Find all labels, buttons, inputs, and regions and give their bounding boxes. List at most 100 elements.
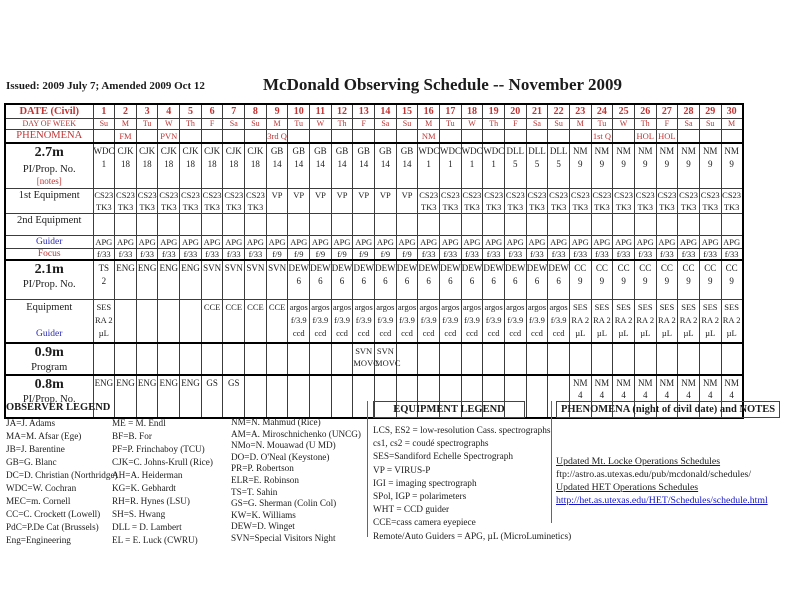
notes-link[interactable]: Updated Mt. Locke Operations Schedules: [556, 456, 721, 467]
row-label-text: 0.8m: [34, 377, 64, 392]
notes-link[interactable]: http://het.as.utexas.edu/HET/Schedules/s…: [556, 495, 768, 506]
cell-p09-day29: [698, 342, 722, 376]
cell-guider27-day14: APG: [374, 235, 397, 249]
cell-focus27-day4: f/33: [157, 248, 181, 261]
cell-focus27-day20: f/33: [503, 248, 527, 261]
cell-eq21-day22: argos f/3.9 ccd: [547, 299, 570, 344]
cell-date-day24: 24: [590, 103, 614, 119]
cell-pi21-day17: DEW 6: [439, 259, 462, 300]
cell-date-day3: 3: [135, 103, 159, 119]
row-label-text: DAY OF WEEK: [22, 119, 76, 128]
cell-pi21-day16: DEW 6: [417, 259, 440, 300]
cell-pi27-day7: CJK 18: [222, 142, 246, 189]
cell-pi21-day12: DEW 6: [330, 259, 354, 300]
cell-p09-day8: [244, 342, 267, 376]
cell-p09-day16: [417, 342, 440, 376]
cell-eq1-day1: CS23 TK3: [92, 188, 116, 214]
cell-pi21-day18: DEW 6: [460, 259, 484, 300]
cell-pi21-day29: CC 9: [698, 259, 722, 300]
cell-pi08-day26: NM 4: [633, 374, 657, 419]
cell-pi21-day3: ENG: [135, 259, 159, 300]
row-label-eq2: 2nd Equipment: [4, 213, 94, 236]
cell-focus27-day8: f/33: [244, 248, 267, 261]
cell-p09-day24: [590, 342, 614, 376]
cell-focus27-day29: f/33: [698, 248, 722, 261]
cell-dow-day21: Sa: [525, 118, 549, 130]
cell-date-day19: 19: [482, 103, 505, 119]
cell-dow-day26: Th: [633, 118, 657, 130]
observer-legend-entry: WDC=W. Cochran: [6, 483, 77, 493]
notes-link[interactable]: Updated HET Operations Schedules: [556, 482, 699, 493]
cell-guider27-day29: APG: [698, 235, 722, 249]
schedule-table-body: DATE (Civil) 1 2 3 4 5 6 7 8 9 10 11 12 13 14 15 16 17 18 1…: [4, 103, 744, 419]
cell-dow-day29: Su: [698, 118, 722, 130]
cell-focus27-day9: f/9: [265, 248, 289, 261]
row-label-date: DATE (Civil): [4, 103, 94, 119]
equipment-legend-entry: VP = VIRUS-P: [373, 465, 431, 476]
cell-eq2-day16: [417, 213, 440, 236]
row-label-eq21: Equipment Guider: [4, 299, 94, 344]
cell-guider27-day2: APG: [114, 235, 137, 249]
cell-phenomena-day22: [547, 129, 570, 144]
cell-phenomena-day18: [460, 129, 484, 144]
cell-eq21-day18: argos f/3.9 ccd: [460, 299, 484, 344]
cell-pi21-day20: DEW 6: [503, 259, 527, 300]
cell-eq2-day23: [568, 213, 592, 236]
row-label-focus27: Focus: [4, 248, 94, 261]
row-eq1: 1st Equipment CS23 TK3 CS23 TK3 CS23 TK3 CS23 TK…: [4, 188, 744, 214]
cell-pi27-day13: GB 14: [352, 142, 376, 189]
cell-eq21-day15: argos f/3.9 ccd: [395, 299, 419, 344]
cell-pi27-day16: WDC 1: [417, 142, 440, 189]
cell-phenomena-day5: [179, 129, 202, 144]
cell-date-day12: 12: [330, 103, 354, 119]
cell-focus27-day10: f/9: [287, 248, 311, 261]
cell-pi08-day5: ENG: [179, 374, 202, 419]
cell-eq21-day2: [114, 299, 137, 344]
cell-p09-day7: [222, 342, 246, 376]
cell-eq2-day7: [222, 213, 246, 236]
cell-pi08-day12: [330, 374, 354, 419]
cell-eq21-day20: argos f/3.9 ccd: [503, 299, 527, 344]
cell-eq21-day24: SES RA 2 µL: [590, 299, 614, 344]
cell-pi21-day14: DEW 6: [374, 259, 397, 300]
cell-eq21-day4: [157, 299, 181, 344]
cell-pi21-day13: DEW 6: [352, 259, 376, 300]
row-label-text: [notes]: [36, 176, 62, 186]
cell-date-day14: 14: [374, 103, 397, 119]
cell-p09-day2: [114, 342, 137, 376]
equipment-legend-entry: cs1, cs2 = coudé spectrographs: [373, 439, 489, 450]
cell-eq1-day16: CS23 TK3: [417, 188, 440, 214]
cell-phenomena-day23: [568, 129, 592, 144]
cell-eq1-day5: CS23 TK3: [179, 188, 202, 214]
cell-pi27-day24: NM 9: [590, 142, 614, 189]
cell-p09-day22: [547, 342, 570, 376]
cell-focus27-day13: f/9: [352, 248, 376, 261]
cell-guider27-day20: APG: [503, 235, 527, 249]
observer-legend-entry: DEW=D. Winget: [231, 521, 295, 532]
cell-pi08-day4: ENG: [157, 374, 181, 419]
cell-eq1-day4: CS23 TK3: [157, 188, 181, 214]
cell-date-day7: 7: [222, 103, 246, 119]
cell-date-day6: 6: [200, 103, 224, 119]
cell-guider27-day21: APG: [525, 235, 549, 249]
cell-eq1-day3: CS23 TK3: [135, 188, 159, 214]
cell-eq21-day19: argos f/3.9 ccd: [482, 299, 505, 344]
cell-guider27-day26: APG: [633, 235, 657, 249]
equipment-legend-entry: LCS, ES2 = low-resolution Cass. spectrog…: [373, 426, 551, 436]
cell-eq1-day11: VP: [309, 188, 332, 214]
row-eq21: Equipment Guider SES RA 2 µL CCE CCE CCE CCE argo…: [4, 299, 744, 344]
cell-eq2-day20: [503, 213, 527, 236]
cell-eq1-day13: VP: [352, 188, 376, 214]
cell-pi21-day19: DEW 6: [482, 259, 505, 300]
cell-date-day25: 25: [612, 103, 635, 119]
cell-eq2-day22: [547, 213, 570, 236]
cell-dow-day12: Th: [330, 118, 354, 130]
row-label-text: 0.9m: [34, 345, 64, 360]
cell-phenomena-day28: [677, 129, 700, 144]
cell-guider27-day3: APG: [135, 235, 159, 249]
cell-dow-day1: Su: [92, 118, 116, 130]
cell-pi27-day18: WDC 1: [460, 142, 484, 189]
cell-p09-day21: [525, 342, 549, 376]
row-eq2: 2nd Equipment: [4, 213, 744, 236]
cell-pi27-day12: GB 14: [330, 142, 354, 189]
